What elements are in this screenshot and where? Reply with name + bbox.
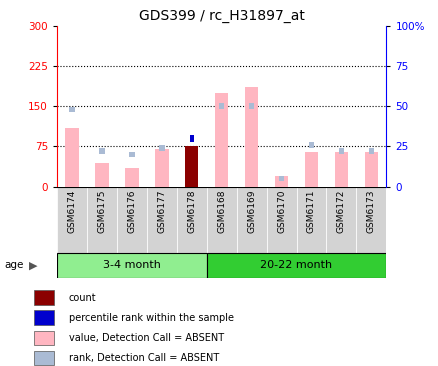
Bar	[206, 253, 385, 278]
Text: 20-22 month: 20-22 month	[260, 260, 332, 270]
Text: GSM6178: GSM6178	[187, 190, 196, 234]
Text: count: count	[68, 292, 96, 303]
Bar	[189, 135, 194, 142]
Bar	[274, 176, 288, 187]
Text: age: age	[4, 260, 24, 270]
Text: 3-4 month: 3-4 month	[103, 260, 160, 270]
Bar	[117, 187, 147, 253]
Bar	[95, 163, 109, 187]
Bar	[338, 149, 343, 154]
Bar	[57, 253, 206, 278]
Bar	[35, 310, 53, 325]
Bar	[35, 290, 53, 305]
Bar	[69, 107, 74, 112]
Bar	[177, 187, 206, 253]
Bar	[278, 176, 284, 182]
Bar	[206, 187, 236, 253]
Bar	[364, 152, 377, 187]
Text: GSM6171: GSM6171	[306, 190, 315, 234]
Bar	[304, 152, 318, 187]
Bar	[87, 187, 117, 253]
Text: GSM6170: GSM6170	[276, 190, 286, 234]
Text: GSM6177: GSM6177	[157, 190, 166, 234]
Bar	[219, 103, 224, 109]
Text: GSM6168: GSM6168	[217, 190, 226, 234]
Bar	[334, 152, 347, 187]
Bar	[35, 351, 53, 365]
Text: GSM6169: GSM6169	[247, 190, 255, 234]
Bar	[356, 187, 385, 253]
Text: percentile rank within the sample: percentile rank within the sample	[68, 313, 233, 323]
Bar	[326, 187, 356, 253]
Bar	[155, 149, 168, 187]
Bar	[65, 128, 78, 187]
Bar	[266, 187, 296, 253]
Bar	[248, 103, 254, 109]
Bar	[57, 187, 87, 253]
Bar	[368, 149, 373, 154]
Title: GDS399 / rc_H31897_at: GDS399 / rc_H31897_at	[138, 9, 304, 23]
Bar	[99, 149, 104, 154]
Text: ▶: ▶	[28, 260, 37, 270]
Bar	[35, 330, 53, 345]
Bar	[159, 145, 164, 151]
Text: GSM6173: GSM6173	[366, 190, 375, 234]
Text: GSM6174: GSM6174	[67, 190, 76, 234]
Bar	[215, 93, 228, 187]
Bar	[184, 146, 198, 187]
Text: rank, Detection Call = ABSENT: rank, Detection Call = ABSENT	[68, 353, 218, 363]
Bar	[129, 152, 134, 157]
Bar	[147, 187, 177, 253]
Text: GSM6176: GSM6176	[127, 190, 136, 234]
Text: GSM6175: GSM6175	[97, 190, 106, 234]
Bar	[308, 142, 314, 147]
Text: GSM6172: GSM6172	[336, 190, 345, 234]
Bar	[125, 168, 138, 187]
Bar	[244, 87, 258, 187]
Bar	[296, 187, 326, 253]
Bar	[236, 187, 266, 253]
Text: value, Detection Call = ABSENT: value, Detection Call = ABSENT	[68, 333, 223, 343]
